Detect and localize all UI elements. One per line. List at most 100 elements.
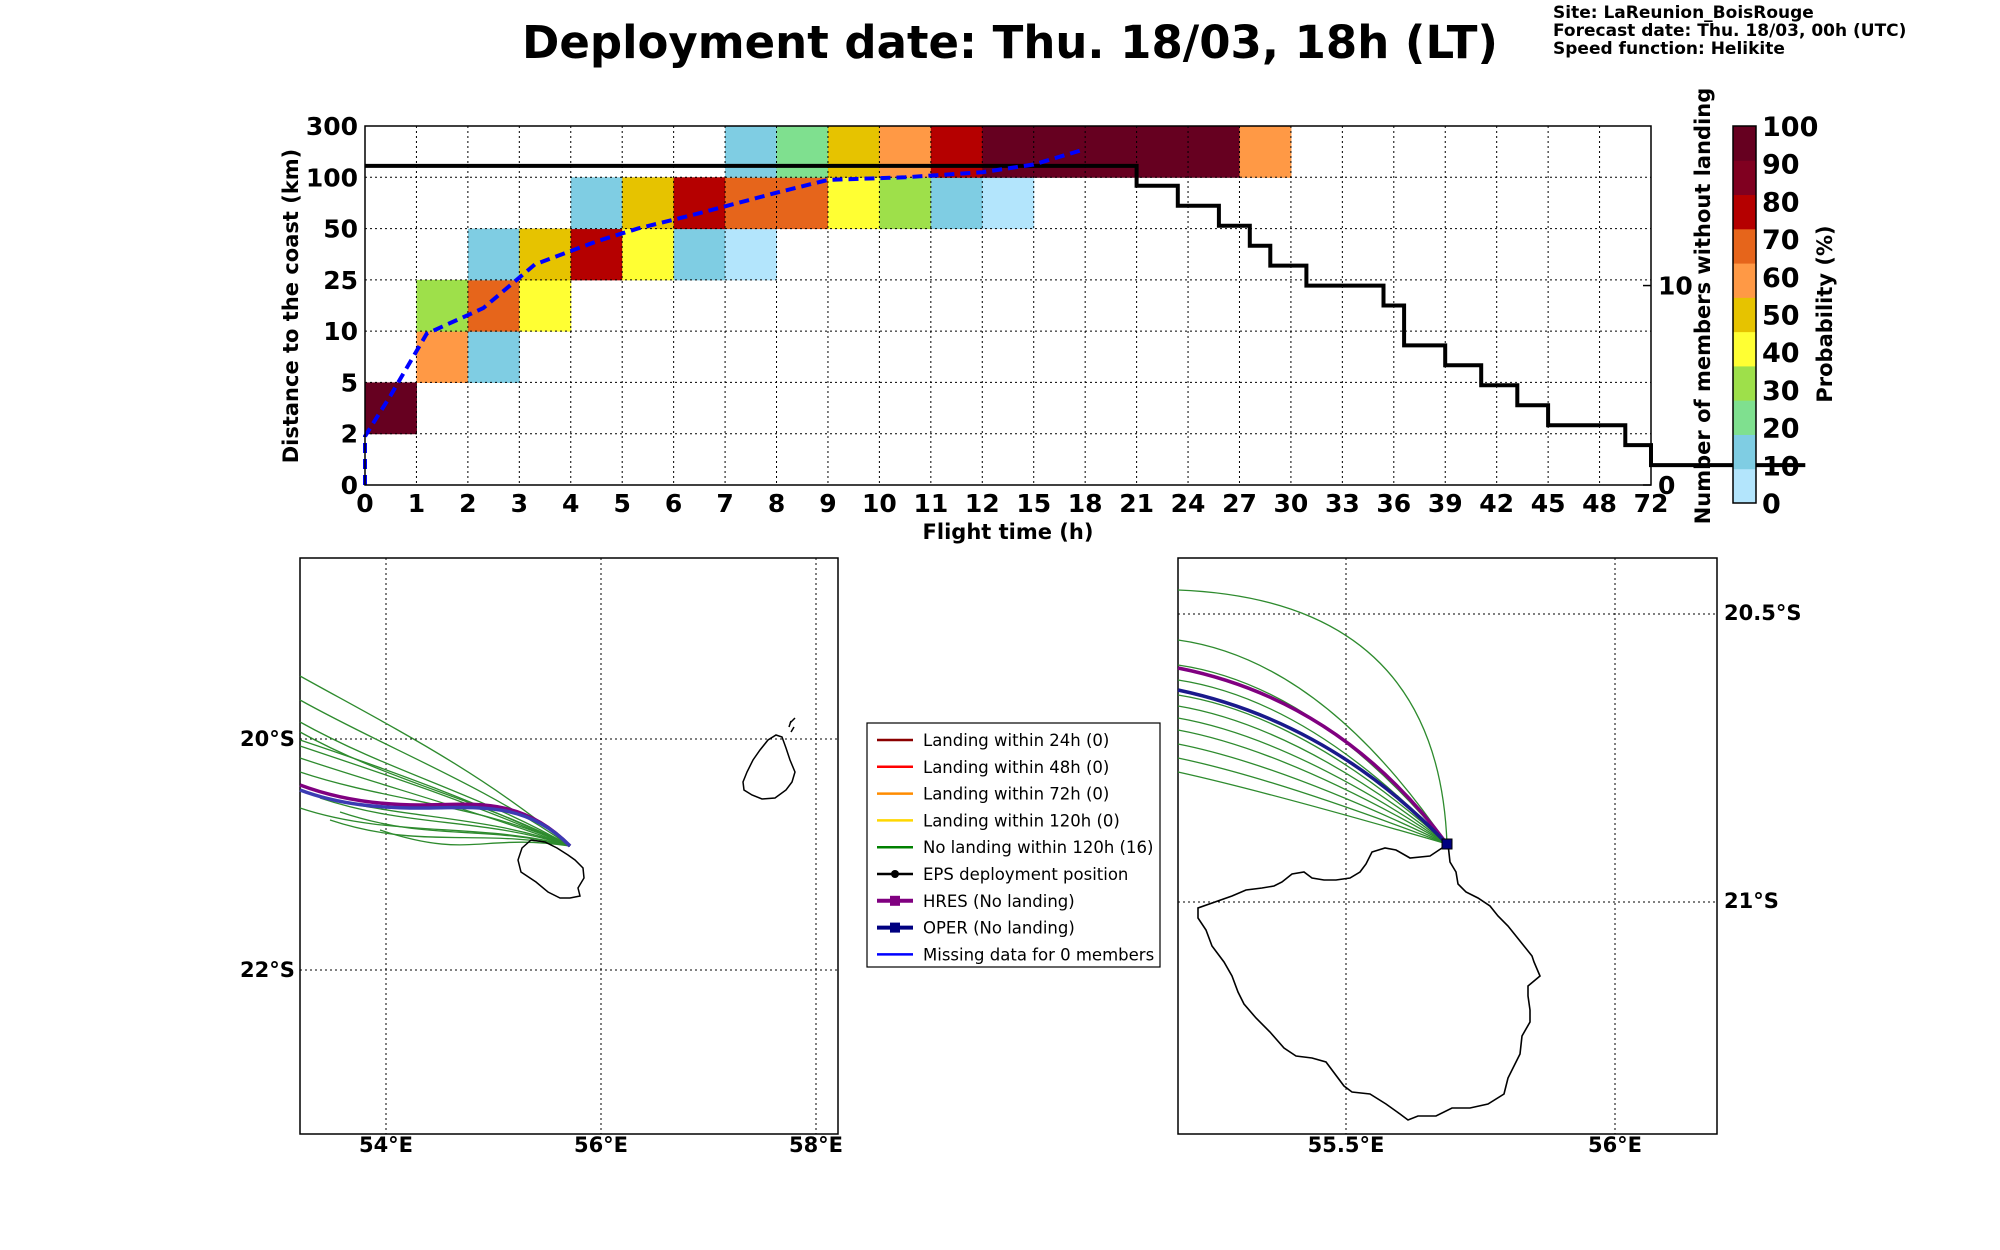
legend-label: EPS deployment position [923,865,1128,884]
mauritius-island-outline [742,734,796,800]
heatmap-cell [622,228,675,281]
heatmap-series [363,147,1806,485]
legend-item: Missing data for 0 members [877,945,1154,964]
heatmap-cell [982,177,1035,230]
colorbar-tick-label: 0 [1762,489,1781,520]
heatmap-frame [364,125,1652,486]
lon-tick-label: 55.5°E [1308,1133,1385,1157]
x-tick-label: 11 [913,489,948,518]
lat-tick-label: 20.5°S [1724,601,1801,625]
right-tick-label: 0 [1658,471,1675,500]
map-right-graticule [1178,558,1717,1134]
x-tick-label: 48 [1582,489,1617,518]
colorbar-tick-label: 10 [1762,451,1800,482]
y-tick-label: 100 [306,163,358,192]
colorbar-tick-label: 90 [1762,150,1800,181]
y-tick-label: 0 [341,471,358,500]
x-tick-label: 30 [1274,489,1309,518]
legend-label: OPER (No landing) [923,919,1075,938]
colorbar-segment [1733,194,1756,230]
heatmap-cell [1239,126,1292,178]
hres-track [1177,666,1449,846]
members-without-landing-line [365,163,1806,468]
heatmap-cell [1136,126,1189,178]
y-tick-label: 50 [323,215,358,244]
ensemble-track [299,731,571,847]
x-tick-label: 33 [1325,489,1360,518]
x-tick-label: 72 [1634,489,1669,518]
right-tick-label: 10 [1658,272,1693,301]
heatmap-cell [467,331,520,383]
ensemble-track [299,745,571,847]
x-tick-label: 27 [1222,489,1257,518]
colorbar-tick-label: 60 [1762,263,1800,294]
lat-tick-label: 21°S [1724,889,1779,913]
ensemble-track [1177,639,1448,845]
legend-marker [891,870,899,878]
heatmap-cell [827,126,880,178]
heatmap-cell [1188,126,1240,178]
ensemble-track [319,797,571,847]
ensemble-track [1177,717,1448,845]
oper-track [1177,688,1449,846]
map-left: 54°E 56°E 58°E 20°S 22°S [240,557,843,1157]
x-tick-label: 10 [862,489,897,518]
x-tick-label: 21 [1119,489,1154,518]
legend-label: Missing data for 0 members [923,945,1154,964]
reunion-island-detail-outline [1197,842,1541,1121]
x-tick-label: 5 [613,489,630,518]
heatmap-cell [570,228,623,281]
heatmap-cell [827,177,880,230]
heatmap-cell [467,279,520,332]
ensemble-track [1177,743,1448,845]
ensemble-track [1177,589,1448,845]
x-tick-label: 24 [1171,489,1206,518]
legend-items: Landing within 24h (0) Landing within 48h… [877,731,1154,964]
heatmap-cell [879,177,932,230]
deployment-site-marker [1441,838,1453,850]
legend-item: No landing within 120h (16) [877,838,1153,857]
heatmap-cell [725,126,778,178]
colorbar-tick-label: 40 [1762,338,1800,369]
y-tick-label: 300 [306,112,358,141]
heatmap-gridlines [365,126,1651,485]
median-distance-line [363,147,1086,485]
heatmap-cell [416,279,469,332]
colorbar-segment [1733,434,1756,470]
legend-item: Landing within 72h (0) [877,785,1109,804]
heatmap-cell [982,126,1035,178]
lon-tick-label: 54°E [359,1133,413,1157]
heatmap-cell [930,126,983,178]
ensemble-track [379,829,571,847]
legend-item: Landing within 24h (0) [877,731,1109,750]
heatmap-cell [1085,126,1138,178]
x-tick-label: 18 [1068,489,1103,518]
x-tick-label: 3 [511,489,528,518]
ensemble-track [339,811,571,847]
heatmap-cell [365,382,417,435]
colorbar-segment [1733,297,1756,333]
right-tick-labels: 0 10 [1643,272,1693,500]
x-tick-label: 36 [1376,489,1411,518]
map-left-graticule [300,558,838,1134]
y-tick-label: 10 [323,317,358,346]
heatmap-cell [725,228,778,281]
heatmap-cell [776,126,829,178]
x-tick-label: 1 [408,489,425,518]
x-tick-label: 12 [965,489,1000,518]
right-axis-label: Number of members without landing [1691,88,1715,525]
colorbar-segment [1733,331,1756,367]
legend-item: Landing within 48h (0) [877,758,1109,777]
colorbar-segment [1733,468,1756,504]
ensemble-track [299,757,571,847]
heatmap-cell [930,177,983,230]
site-label: Site: LaReunion_BoisRouge [1553,3,1814,23]
colorbar-segment [1733,365,1756,401]
lon-tick-label: 56°E [1588,1133,1642,1157]
map-right-tracks [1177,589,1449,846]
map-right: 55.5°E 56°E 20.5°S 21°S [1177,557,1801,1157]
colorbar-label: Probability (%) [1813,225,1837,402]
lon-tick-label: 56°E [574,1133,628,1157]
colorbar-segment [1733,400,1756,435]
